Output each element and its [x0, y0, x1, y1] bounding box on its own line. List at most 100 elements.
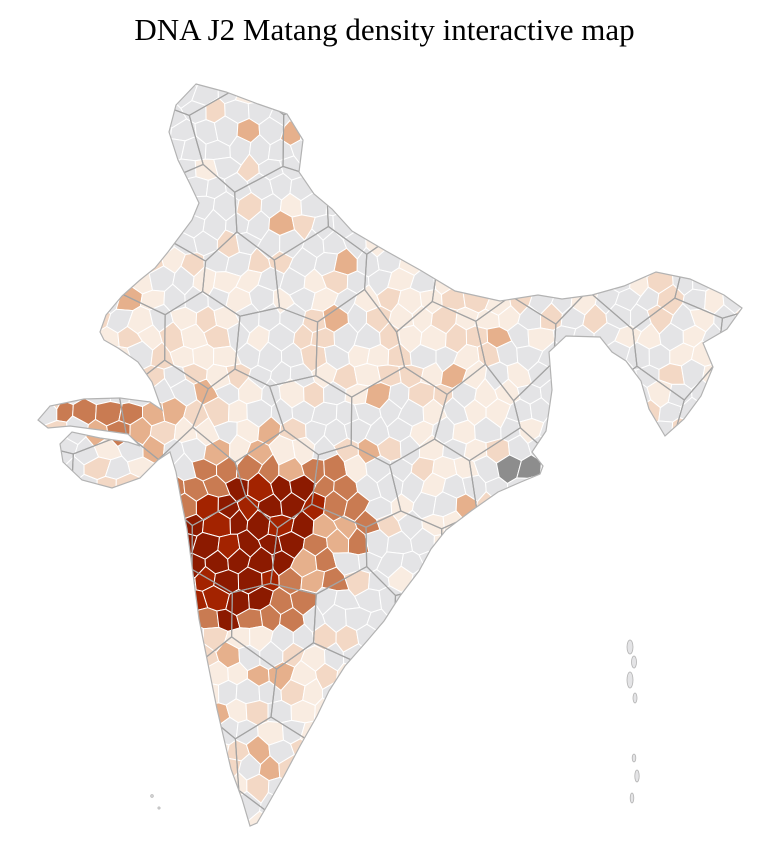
district-cell[interactable]: [183, 736, 209, 766]
district-cell[interactable]: [723, 325, 747, 350]
district-cell[interactable]: [527, 551, 553, 574]
district-cell[interactable]: [83, 191, 111, 221]
district-cell[interactable]: [734, 721, 759, 743]
district-cell[interactable]: [0, 606, 23, 634]
district-cell[interactable]: [321, 715, 350, 742]
district-cell[interactable]: [398, 172, 424, 202]
district-cell[interactable]: [559, 192, 584, 221]
district-cell[interactable]: [300, 115, 328, 145]
district-cell[interactable]: [72, 809, 99, 840]
district-cell[interactable]: [423, 251, 445, 275]
district-cell[interactable]: [105, 232, 131, 259]
district-cell[interactable]: [94, 735, 123, 766]
district-cell[interactable]: [95, 810, 121, 840]
district-cell[interactable]: [62, 790, 87, 819]
district-cell[interactable]: [115, 738, 143, 764]
district-cell[interactable]: [22, 265, 47, 295]
district-cell[interactable]: [704, 214, 727, 239]
district-cell[interactable]: [499, 719, 523, 747]
district-cell[interactable]: [335, 697, 360, 724]
district-cell[interactable]: [711, 157, 737, 185]
district-cell[interactable]: [584, 643, 610, 669]
district-cell[interactable]: [710, 569, 737, 594]
district-cell[interactable]: [149, 490, 173, 519]
district-cell[interactable]: [593, 64, 615, 90]
district-cell[interactable]: [637, 777, 663, 800]
district-cell[interactable]: [690, 454, 716, 481]
district-cell[interactable]: [735, 565, 759, 593]
district-cell[interactable]: [378, 661, 404, 687]
district-cell[interactable]: [574, 514, 598, 540]
district-cell[interactable]: [570, 213, 598, 237]
district-cell[interactable]: [453, 606, 476, 630]
district-cell[interactable]: [723, 664, 750, 687]
district-cell[interactable]: [128, 84, 153, 109]
district-cell[interactable]: [182, 776, 206, 804]
district-cell[interactable]: [344, 192, 371, 217]
district-cell[interactable]: [551, 359, 573, 386]
district-cell[interactable]: [605, 795, 631, 818]
district-cell[interactable]: [52, 175, 79, 198]
district-cell[interactable]: [538, 683, 564, 706]
district-cell[interactable]: [626, 195, 648, 218]
district-cell[interactable]: [41, 794, 65, 818]
district-cell[interactable]: [159, 550, 183, 577]
district-cell[interactable]: [355, 773, 383, 802]
district-cell[interactable]: [72, 548, 100, 579]
district-cell[interactable]: [33, 737, 55, 761]
district-cell[interactable]: [409, 680, 436, 704]
district-cell[interactable]: [138, 134, 164, 162]
district-cell[interactable]: [581, 415, 610, 447]
district-cell[interactable]: [375, 213, 404, 237]
district-cell[interactable]: [735, 496, 759, 519]
district-cell[interactable]: [400, 212, 423, 241]
district-cell[interactable]: [343, 157, 369, 184]
district-cell[interactable]: [745, 815, 769, 835]
district-cell[interactable]: [148, 531, 177, 557]
district-cell[interactable]: [19, 229, 44, 258]
district-cell[interactable]: [75, 174, 101, 202]
district-cell[interactable]: [398, 776, 425, 804]
district-cell[interactable]: [378, 59, 402, 89]
district-cell[interactable]: [549, 250, 576, 275]
district-cell[interactable]: [150, 719, 173, 746]
district-cell[interactable]: [595, 210, 621, 242]
district-cell[interactable]: [43, 607, 68, 633]
district-cell[interactable]: [151, 569, 177, 593]
district-cell[interactable]: [75, 473, 98, 504]
district-cell[interactable]: [507, 548, 531, 575]
district-cell[interactable]: [553, 102, 572, 125]
district-cell[interactable]: [137, 477, 166, 503]
district-cell[interactable]: [639, 625, 664, 652]
district-cell[interactable]: [453, 153, 479, 180]
district-cell[interactable]: [735, 644, 757, 669]
district-cell[interactable]: [310, 736, 337, 766]
district-cell[interactable]: [302, 756, 326, 783]
district-cell[interactable]: [506, 812, 530, 835]
district-cell[interactable]: [657, 550, 685, 573]
district-cell[interactable]: [563, 270, 586, 295]
district-cell[interactable]: [94, 660, 122, 688]
district-cell[interactable]: [485, 739, 512, 766]
district-cell[interactable]: [149, 643, 172, 667]
district-cell[interactable]: [149, 790, 177, 820]
district-cell[interactable]: [108, 268, 130, 294]
district-cell[interactable]: [0, 62, 11, 88]
district-cell[interactable]: [667, 682, 696, 705]
district-cell[interactable]: [32, 135, 58, 166]
district-cell[interactable]: [127, 229, 154, 257]
district-cell[interactable]: [54, 624, 77, 653]
district-cell[interactable]: [116, 512, 144, 537]
district-cell[interactable]: [760, 342, 769, 368]
district-cell[interactable]: [692, 678, 718, 705]
district-cell[interactable]: [88, 341, 109, 370]
district-cell[interactable]: [0, 380, 23, 407]
district-cell[interactable]: [399, 138, 426, 163]
district-cell[interactable]: [51, 250, 79, 278]
district-cell[interactable]: [506, 139, 532, 162]
district-cell[interactable]: [22, 79, 44, 106]
district-cell[interactable]: [98, 508, 120, 540]
district-cell[interactable]: [639, 139, 662, 164]
district-cell[interactable]: [115, 774, 143, 802]
district-cell[interactable]: [722, 252, 749, 277]
